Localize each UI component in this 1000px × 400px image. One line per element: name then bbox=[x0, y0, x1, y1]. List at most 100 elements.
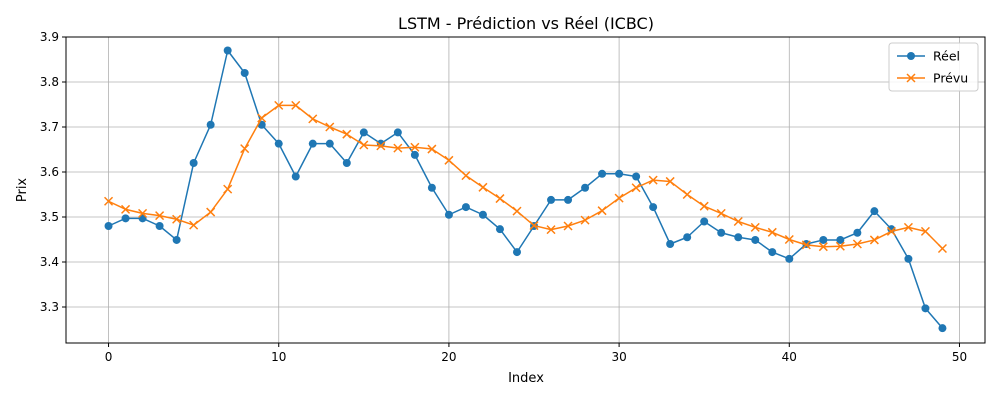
data-point-prevu bbox=[325, 122, 335, 132]
plot-frame bbox=[65, 36, 986, 344]
data-point-prevu bbox=[767, 227, 777, 237]
data-point-reel bbox=[104, 222, 113, 230]
data-point-prevu bbox=[597, 206, 607, 216]
data-point-reel bbox=[666, 240, 675, 248]
data-point-prevu bbox=[903, 222, 913, 232]
data-point-prevu bbox=[495, 194, 505, 204]
y-axis-label: Prix bbox=[15, 178, 30, 203]
data-point-reel bbox=[819, 235, 828, 244]
data-point-reel bbox=[444, 210, 453, 219]
data-point-prevu bbox=[223, 184, 233, 194]
data-point-reel bbox=[717, 228, 726, 237]
data-point-reel bbox=[649, 203, 658, 212]
data-point-reel bbox=[853, 228, 862, 237]
data-point-reel bbox=[581, 183, 590, 192]
data-point-prevu bbox=[155, 211, 165, 221]
y-tick-label: 3.8 bbox=[40, 75, 59, 89]
data-point-prevu bbox=[682, 189, 692, 200]
data-point-reel bbox=[564, 195, 573, 204]
data-point-prevu bbox=[342, 129, 352, 139]
x-tick-label: 30 bbox=[611, 350, 626, 364]
data-point-reel bbox=[121, 214, 130, 223]
data-point-reel bbox=[325, 139, 334, 148]
data-point-reel bbox=[938, 324, 947, 333]
data-point-reel bbox=[632, 172, 641, 181]
data-point-prevu bbox=[359, 140, 369, 150]
data-point-prevu bbox=[291, 100, 301, 110]
x-tick-label: 0 bbox=[105, 350, 113, 364]
data-point-reel bbox=[206, 120, 215, 129]
data-point-reel bbox=[223, 46, 232, 55]
data-point-prevu bbox=[478, 182, 488, 192]
legend-label-reel: Réel bbox=[933, 49, 960, 64]
data-point-reel bbox=[274, 139, 283, 148]
data-point-reel bbox=[768, 248, 777, 257]
data-point-reel bbox=[512, 248, 521, 257]
data-point-prevu bbox=[240, 144, 250, 154]
legend-marker-reel bbox=[907, 52, 915, 60]
x-tick-label: 10 bbox=[271, 350, 286, 364]
data-point-prevu bbox=[699, 201, 709, 211]
data-point-prevu bbox=[716, 208, 726, 218]
data-point-reel bbox=[478, 210, 487, 219]
data-point-prevu bbox=[801, 240, 811, 250]
legend-marker-prevu bbox=[906, 73, 916, 83]
data-point-prevu bbox=[835, 241, 845, 251]
y-axis-ticks: 3.3 3.4 3.5 3.6 3.7 3.8 3.9 bbox=[40, 30, 66, 314]
data-point-reel bbox=[615, 169, 624, 178]
data-point-reel bbox=[427, 183, 436, 192]
data-point-prevu bbox=[376, 141, 386, 151]
data-point-reel bbox=[410, 150, 419, 159]
data-point-prevu bbox=[189, 220, 199, 230]
data-point-prevu bbox=[257, 113, 267, 123]
data-point-reel bbox=[240, 69, 249, 77]
data-point-prevu bbox=[512, 206, 522, 216]
data-point-reel bbox=[359, 128, 368, 137]
y-tick-label: 3.6 bbox=[40, 165, 59, 179]
data-point-prevu bbox=[733, 216, 743, 227]
x-tick-label: 20 bbox=[441, 350, 456, 364]
data-point-prevu bbox=[648, 175, 658, 185]
data-point-prevu bbox=[886, 226, 896, 236]
data-point-prevu bbox=[852, 239, 862, 249]
y-tick-label: 3.4 bbox=[40, 255, 59, 269]
grid bbox=[66, 36, 985, 343]
data-point-prevu bbox=[818, 242, 828, 252]
data-point-reel bbox=[342, 159, 351, 167]
data-point-reel bbox=[495, 225, 504, 234]
data-point-prevu bbox=[563, 221, 573, 231]
series-line-prevu bbox=[108, 104, 943, 250]
data-point-reel bbox=[598, 169, 607, 178]
data-point-reel bbox=[785, 254, 794, 263]
data-point-reel bbox=[904, 254, 913, 263]
y-tick-label: 3.7 bbox=[40, 120, 59, 134]
data-point-prevu bbox=[410, 142, 420, 152]
data-point-prevu bbox=[172, 214, 182, 224]
data-point-prevu bbox=[393, 143, 403, 153]
legend: Réel Prévu bbox=[888, 42, 979, 92]
data-point-reel bbox=[870, 207, 879, 216]
data-point-prevu bbox=[427, 144, 437, 154]
data-point-reel bbox=[836, 235, 845, 244]
data-point-reel bbox=[461, 203, 470, 212]
data-point-prevu bbox=[665, 176, 675, 186]
data-point-prevu bbox=[121, 204, 131, 214]
data-point-reel bbox=[172, 235, 181, 244]
y-tick-label: 3.9 bbox=[40, 30, 59, 44]
legend-label-prevu: Prévu bbox=[933, 71, 968, 86]
data-point-reel bbox=[155, 222, 164, 230]
data-point-reel bbox=[393, 128, 402, 137]
y-tick-label: 3.5 bbox=[40, 210, 59, 224]
data-point-prevu bbox=[614, 193, 624, 203]
data-point-prevu bbox=[274, 100, 284, 110]
data-point-prevu bbox=[937, 243, 947, 254]
data-point-prevu bbox=[444, 155, 454, 165]
data-point-prevu bbox=[784, 234, 794, 245]
data-point-prevu bbox=[920, 226, 930, 236]
data-point-prevu bbox=[138, 208, 148, 218]
data-point-reel bbox=[683, 233, 692, 242]
data-point-prevu bbox=[580, 215, 590, 225]
x-tick-label: 50 bbox=[952, 350, 967, 364]
x-axis-ticks: 0 10 20 30 40 50 bbox=[105, 343, 967, 364]
